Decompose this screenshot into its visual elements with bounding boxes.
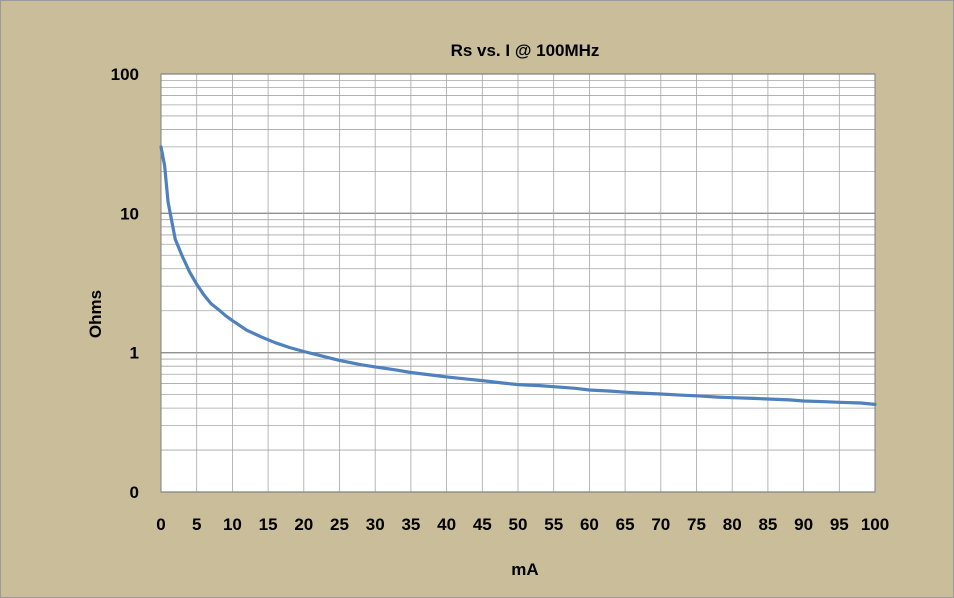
x-tick-label: 70 bbox=[651, 515, 670, 534]
x-tick-label: 75 bbox=[687, 515, 706, 534]
x-tick-label: 100 bbox=[861, 515, 889, 534]
series-line-0 bbox=[159, 145, 877, 406]
x-axis-ticks: 0 5 10 15 20 25 30 35 40 45 50 55 60 65 70 75 80 85 90 95 10… bbox=[156, 515, 889, 534]
x-tick-label: 25 bbox=[330, 515, 349, 534]
x-tick-label: 60 bbox=[580, 515, 599, 534]
x-tick-label: 20 bbox=[294, 515, 313, 534]
x-tick-label: 45 bbox=[473, 515, 492, 534]
x-tick-label: 0 bbox=[156, 515, 165, 534]
x-tick-label: 80 bbox=[723, 515, 742, 534]
grid bbox=[160, 73, 876, 493]
y-tick-label: 0 bbox=[130, 483, 139, 502]
x-tick-label: 55 bbox=[544, 515, 563, 534]
x-tick-label: 65 bbox=[616, 515, 635, 534]
x-tick-label: 5 bbox=[192, 515, 201, 534]
x-tick-label: 30 bbox=[366, 515, 385, 534]
series-layer bbox=[159, 145, 877, 406]
y-axis-label: Ohms bbox=[86, 290, 105, 338]
y-axis-ticks: 0 1 10 100 bbox=[111, 65, 139, 502]
x-tick-label: 40 bbox=[437, 515, 456, 534]
x-tick-label: 85 bbox=[758, 515, 777, 534]
y-tick-label: 10 bbox=[120, 204, 139, 223]
x-axis-label: mA bbox=[511, 560, 538, 579]
x-tick-label: 90 bbox=[794, 515, 813, 534]
y-tick-label: 1 bbox=[130, 344, 139, 363]
plot-border bbox=[160, 73, 876, 493]
y-tick-label: 100 bbox=[111, 65, 139, 84]
x-tick-label: 10 bbox=[223, 515, 242, 534]
x-tick-label: 35 bbox=[401, 515, 420, 534]
x-tick-label: 50 bbox=[509, 515, 528, 534]
x-tick-label: 95 bbox=[830, 515, 849, 534]
chart-title: Rs vs. I @ 100MHz bbox=[451, 41, 600, 60]
x-tick-label: 15 bbox=[259, 515, 278, 534]
